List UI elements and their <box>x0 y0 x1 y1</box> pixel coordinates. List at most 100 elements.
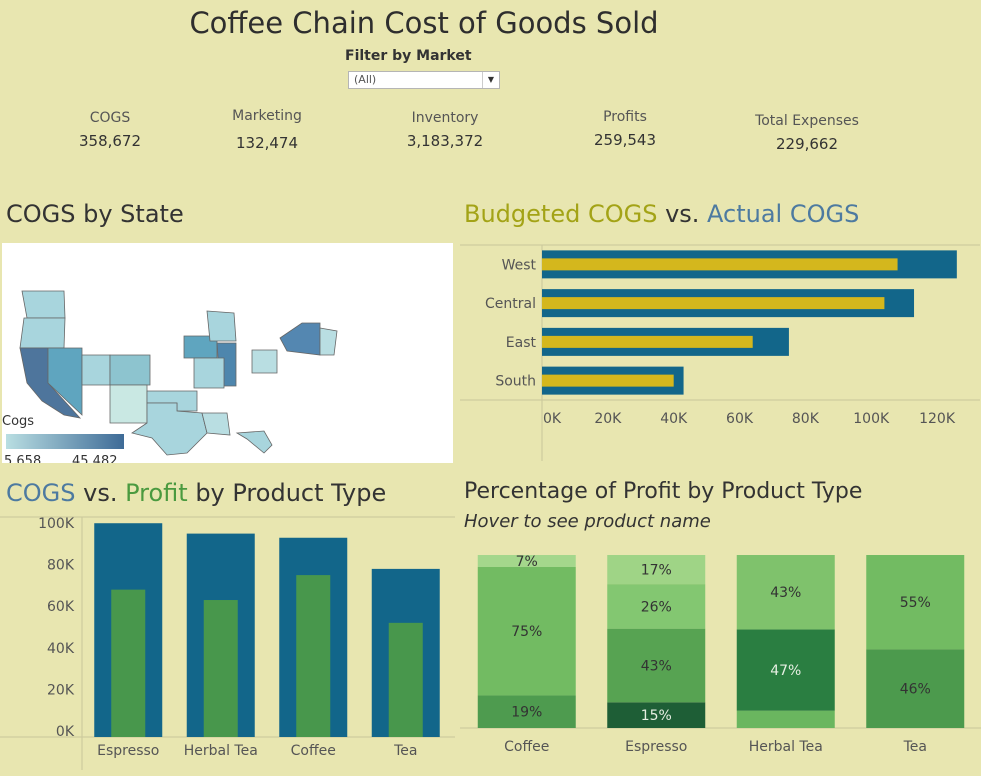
kpi-value: 3,183,372 <box>406 132 484 150</box>
tick-label: 100K <box>38 516 75 532</box>
kpi-cogs: COGS 358,672 <box>60 110 160 150</box>
tick-label: 80K <box>47 558 75 574</box>
cogs-profit-title-rest: by Product Type <box>187 479 387 507</box>
us-map[interactable]: Cogs 5,658 45,482 <box>2 243 453 469</box>
kpi-label: Profits <box>603 109 647 125</box>
segment-label: 43% <box>641 658 672 674</box>
kpi-value: 358,672 <box>78 132 142 150</box>
kpi-label: Marketing <box>232 108 302 124</box>
kpi-label: Inventory <box>411 110 479 126</box>
cogs-vs-profit-chart[interactable]: 0K 20K 40K 60K 80K 100K Espresso Herbal Tea Coff… <box>0 515 455 776</box>
state-utah <box>81 354 111 386</box>
market-filter-select[interactable]: (All) ▼ <box>348 71 500 89</box>
category-label: Herbal Tea <box>184 743 258 759</box>
segment-label: 17% <box>641 563 672 579</box>
filter-label: Filter by Market <box>345 48 472 64</box>
kpi-value: 132,474 <box>235 134 299 152</box>
stack-segment <box>866 649 965 728</box>
state-wisconsin <box>206 310 237 342</box>
state-colorado <box>109 354 151 386</box>
stack-segment <box>736 710 835 728</box>
category-label: Coffee <box>291 743 336 759</box>
stack-segment <box>607 584 706 629</box>
budget-title-vs: vs. <box>657 200 708 228</box>
profit-bar <box>203 600 238 737</box>
stack-segment <box>736 555 835 630</box>
kpi-label: COGS <box>89 110 131 126</box>
tick-label: 40K <box>47 641 75 657</box>
map-legend-gradient <box>6 434 124 449</box>
kpi-total-expenses: Total Expenses 229,662 <box>742 113 872 153</box>
cogs-profit-title: COGS vs. Profit by Product Type <box>6 479 386 507</box>
state-ohio <box>251 349 278 374</box>
state-florida <box>235 430 273 454</box>
tick-label: 0K <box>543 411 562 427</box>
cogs-profit-title-vs: vs. <box>75 479 126 507</box>
pct-title: Percentage of Profit by Product Type <box>464 479 863 504</box>
percentage-profit-chart[interactable]: 19% 75% 7% Coffee 15% 43% 26% 17% Espresso 47% 43%… <box>460 545 981 776</box>
stack-segment <box>607 628 706 703</box>
stack-segment <box>477 566 576 696</box>
cogs-profit-title-profit: Profit <box>125 479 188 507</box>
segment-label: 26% <box>641 599 672 615</box>
profit-bar <box>111 589 146 737</box>
pct-subtitle: Hover to see product name <box>464 511 711 532</box>
state-washington <box>21 290 66 319</box>
state-louisiana <box>201 412 231 436</box>
category-label: West <box>502 257 537 273</box>
budget-bar <box>542 374 674 387</box>
category-label: Coffee <box>504 739 549 755</box>
tick-label: 60K <box>726 411 754 427</box>
chevron-down-icon[interactable]: ▼ <box>482 72 499 88</box>
segment-label: 19% <box>511 705 542 721</box>
kpi-label: Total Expenses <box>755 113 859 129</box>
segment-label: 47% <box>770 663 801 679</box>
profit-bar <box>296 575 331 737</box>
category-label: East <box>506 335 537 351</box>
budget-vs-actual-chart[interactable]: West Central East South 0K 20K 40K 60K 80K 100K 12… <box>460 243 980 463</box>
map-legend-title: Cogs <box>2 414 34 429</box>
tick-label: 20K <box>594 411 622 427</box>
tick-label: 40K <box>660 411 688 427</box>
segment-label: 75% <box>511 624 542 640</box>
segment-label: 7% <box>516 554 538 570</box>
category-label: Central <box>485 296 536 312</box>
state-texas <box>131 402 208 456</box>
segment-label: 46% <box>900 682 931 698</box>
state-new-mexico <box>109 384 148 424</box>
market-filter-value: (All) <box>354 73 377 86</box>
kpi-inventory: Inventory 3,183,372 <box>390 110 500 150</box>
segment-label: 15% <box>641 708 672 724</box>
kpi-value: 229,662 <box>775 135 839 153</box>
category-label: Espresso <box>625 739 687 755</box>
category-label: Tea <box>903 739 927 755</box>
state-new-england <box>319 327 338 356</box>
state-missouri <box>193 357 225 389</box>
tick-label: 120K <box>919 411 956 427</box>
tick-label: 60K <box>47 599 75 615</box>
map-legend-min: 5,658 <box>4 454 41 463</box>
category-label: South <box>495 374 536 390</box>
stack-segment <box>477 555 576 567</box>
category-label: Herbal Tea <box>749 739 823 755</box>
budget-bar <box>542 297 885 310</box>
state-new-york <box>279 322 321 356</box>
budget-title: Budgeted COGS vs. Actual COGS <box>464 200 859 228</box>
profit-bar <box>388 622 423 737</box>
tick-label: 100K <box>853 411 890 427</box>
kpi-profits: Profits 259,543 <box>575 109 675 149</box>
map-title: COGS by State <box>6 200 184 228</box>
tick-label: 80K <box>792 411 820 427</box>
map-panel[interactable]: Cogs 5,658 45,482 <box>2 243 453 469</box>
stack-segment <box>477 695 576 728</box>
tick-label: 20K <box>47 682 75 698</box>
budget-title-actual: Actual COGS <box>707 200 860 228</box>
stack-segment <box>866 555 965 650</box>
page-title: Coffee Chain Cost of Goods Sold <box>189 6 659 40</box>
category-label: Tea <box>393 743 417 759</box>
budget-bar <box>542 258 898 271</box>
stack-segment <box>607 555 706 585</box>
stack-segment <box>736 629 835 711</box>
cogs-profit-title-cogs: COGS <box>6 479 76 507</box>
state-nevada <box>47 347 83 416</box>
